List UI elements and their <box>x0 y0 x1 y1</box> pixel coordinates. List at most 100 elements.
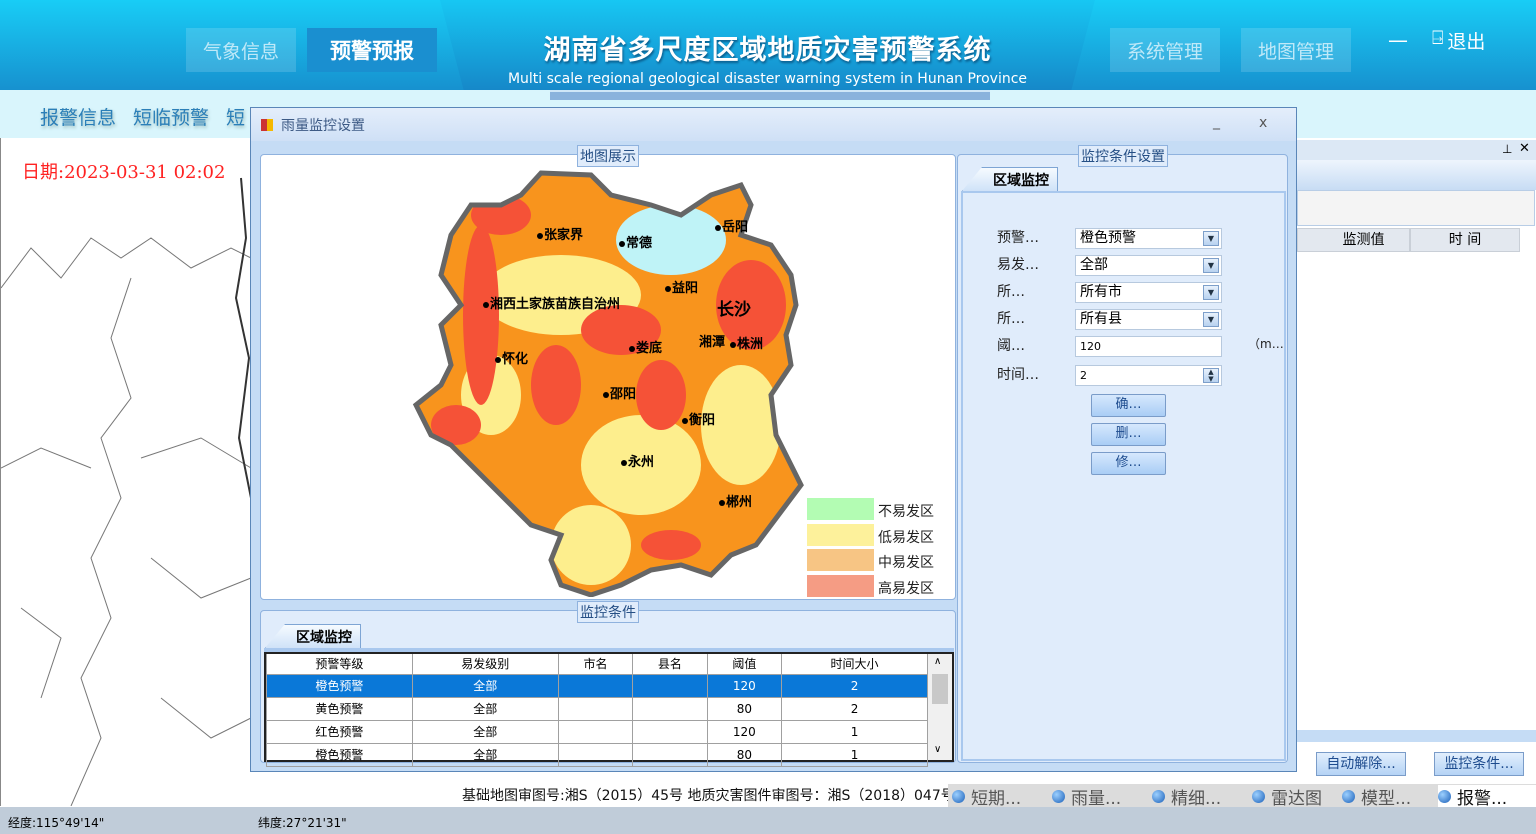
pin-icon[interactable]: ⊥ <box>1502 142 1513 156</box>
high-prone-area <box>636 360 686 430</box>
col-time[interactable]: 时间大小 <box>781 654 928 675</box>
close-icon[interactable]: ✕ <box>1519 141 1530 156</box>
scroll-down-icon[interactable]: ∨ <box>934 744 942 755</box>
city-select[interactable]: 所有市 ▼ <box>1075 282 1222 303</box>
tab-region-monitor[interactable]: 区域监控 <box>265 624 361 648</box>
city-hengyang: 衡阳 <box>682 412 715 428</box>
subnav-short-warning[interactable]: 短临预警 <box>133 107 210 129</box>
logout-icon: ⍈ <box>1432 27 1444 49</box>
legend-not-prone: 不易发区 <box>878 504 934 520</box>
conditions-table[interactable]: 预警等级 易发级别 市名 县名 阈值 时间大小 橙色预警 全部 120 2 黄色预警全… <box>264 652 954 767</box>
tab-short-term[interactable]: 短期... <box>952 785 1021 809</box>
column-monitor-value[interactable]: 监测值 <box>1297 228 1410 252</box>
logout-button[interactable]: ⍈ 退出 <box>1432 27 1485 54</box>
svg-text:张家界: 张家界 <box>544 227 583 243</box>
col-city[interactable]: 市名 <box>557 654 634 675</box>
tab-fine[interactable]: 精细... <box>1152 785 1221 809</box>
settings-form: 预警… 橙色预警 ▼ 易发… 全部 ▼ 所… 所有市 ▼ 所… 所有县 ▼ 阈… 120… <box>961 191 1286 761</box>
confirm-button[interactable]: 确… <box>1091 394 1166 417</box>
subnav-short[interactable]: 短 <box>226 107 246 129</box>
tab-strip <box>264 648 954 652</box>
table-row[interactable]: 橙色预警 全部 120 2 <box>266 673 928 698</box>
auto-release-button[interactable]: 自动解除... <box>1316 752 1406 776</box>
tab-radar[interactable]: 雷达图 <box>1252 785 1322 809</box>
warning-level-label: 预警… <box>997 230 1039 246</box>
chevron-down-icon[interactable]: ▼ <box>1203 312 1219 327</box>
monitor-conditions-button[interactable]: 监控条件... <box>1434 752 1524 776</box>
logout-label: 退出 <box>1447 31 1486 53</box>
svg-text:长沙: 长沙 <box>717 299 751 320</box>
tab-settings-region-monitor[interactable]: 区域监控 <box>962 167 1058 191</box>
column-time[interactable]: 时 间 <box>1410 228 1520 252</box>
legend-swatch-low <box>807 524 874 546</box>
city-zhuzhou: 株洲 <box>730 336 763 352</box>
map-display-group: 地图展示 张家界 常德 岳阳 益阳 长沙 湘西土家族苗族自治州 湘潭 株洲 娄底… <box>260 145 956 600</box>
high-prone-area <box>641 530 701 560</box>
minimize-button[interactable]: — <box>1388 28 1408 52</box>
subnav-alarm-info[interactable]: 报警信息 <box>40 107 117 129</box>
nav-system-management[interactable]: 系统管理 <box>1110 28 1220 72</box>
table-row[interactable]: 红色预警 全部 120 1 <box>266 719 928 744</box>
col-prone-level[interactable]: 易发级别 <box>411 654 559 675</box>
svg-text:常德: 常德 <box>626 235 652 251</box>
svg-text:株洲: 株洲 <box>737 336 763 352</box>
chevron-down-icon[interactable]: ▼ <box>1203 285 1219 300</box>
app-icon <box>261 118 273 131</box>
settings-caption: 监控条件设置 <box>1078 145 1168 167</box>
col-county[interactable]: 县名 <box>632 654 708 675</box>
svg-text:岳阳: 岳阳 <box>722 220 748 235</box>
legend-mid: 中易发区 <box>878 555 934 571</box>
svg-text:衡阳: 衡阳 <box>689 412 715 428</box>
base-map[interactable] <box>0 138 252 807</box>
chevron-down-icon[interactable]: ▼ <box>1203 231 1219 246</box>
modify-button[interactable]: 修… <box>1091 452 1166 475</box>
city-huaihua: 怀化 <box>495 351 528 367</box>
prone-level-select[interactable]: 全部 ▼ <box>1075 255 1222 276</box>
scroll-thumb[interactable] <box>932 674 948 704</box>
banner-base <box>550 90 990 100</box>
conditions-caption: 监控条件 <box>577 601 639 623</box>
col-threshold[interactable]: 阈值 <box>706 654 783 675</box>
warning-level-select[interactable]: 橙色预警 ▼ <box>1075 228 1222 249</box>
legend-swatch-not-prone <box>807 498 874 520</box>
table-row[interactable]: 橙色预警 全部 80 1 <box>266 742 928 767</box>
table-row[interactable]: 黄色预警 全部 80 2 <box>266 696 928 721</box>
water-area <box>616 205 726 275</box>
dialog-close-button[interactable]: x <box>1259 115 1268 131</box>
high-prone-area <box>431 405 481 445</box>
panel-filter <box>1297 190 1535 226</box>
svg-text:湘潭: 湘潭 <box>699 334 725 350</box>
nav-warning-forecast[interactable]: 预警预报 <box>307 28 437 72</box>
chevron-down-icon[interactable]: ▼ <box>1203 258 1219 273</box>
city-chenzhou: 郴州 <box>719 495 752 510</box>
svg-text:湘西土家族苗族自治州: 湘西土家族苗族自治州 <box>490 296 620 312</box>
hunan-hazard-map[interactable]: 张家界 常德 岳阳 益阳 长沙 湘西土家族苗族自治州 湘潭 株洲 娄底 怀化 邵… <box>411 165 811 597</box>
tab-rainfall[interactable]: 雨量... <box>1052 785 1121 809</box>
app-title: 湖南省多尺度区域地质灾害预警系统 <box>543 35 992 66</box>
nav-map-management[interactable]: 地图管理 <box>1241 28 1351 72</box>
tab-alarm[interactable]: 报警... <box>1438 785 1536 809</box>
globe-icon <box>1052 789 1065 803</box>
dialog-minimize-button[interactable]: _ <box>1213 114 1220 130</box>
low-prone-area <box>701 365 781 485</box>
threshold-label: 阈… <box>997 338 1025 354</box>
title-banner: 湖南省多尺度区域地质灾害预警系统 Multi scale regional ge… <box>440 0 1095 100</box>
tab-model[interactable]: 模型... <box>1342 785 1411 809</box>
map-approval-number: 基础地图审图号:湘S（2015）45号 地质灾害图件审图号：湘S（2018）04… <box>462 788 955 804</box>
nav-weather-info[interactable]: 气象信息 <box>186 28 296 72</box>
time-stepper[interactable]: 2 ▲ ▼ <box>1075 365 1222 386</box>
high-prone-area <box>716 260 786 350</box>
delete-button[interactable]: 删… <box>1091 423 1166 446</box>
stepper-arrows-icon[interactable]: ▲ ▼ <box>1203 368 1219 383</box>
scroll-up-icon[interactable]: ∧ <box>934 656 942 667</box>
county-select[interactable]: 所有县 ▼ <box>1075 309 1222 330</box>
svg-text:邵阳: 邵阳 <box>609 387 636 402</box>
threshold-input[interactable]: 120 <box>1075 336 1222 357</box>
globe-icon <box>1438 789 1451 803</box>
city-shaoyang: 邵阳 <box>603 387 636 402</box>
col-warning-level[interactable]: 预警等级 <box>266 654 413 675</box>
high-prone-area <box>463 225 499 405</box>
high-prone-area <box>581 305 661 355</box>
table-scrollbar[interactable]: ∧ ∨ <box>928 654 952 760</box>
globe-icon <box>1342 789 1355 803</box>
